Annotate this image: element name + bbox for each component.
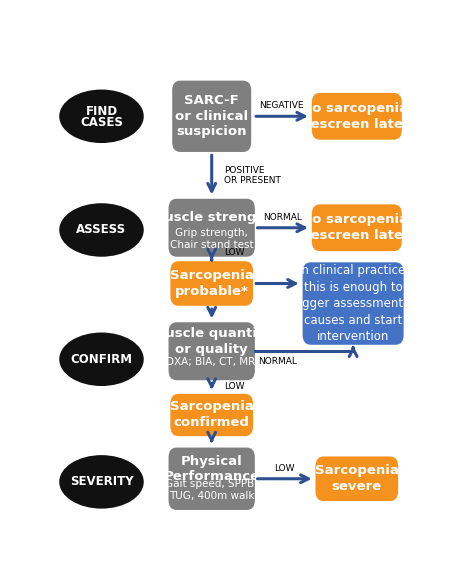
FancyBboxPatch shape bbox=[169, 323, 255, 380]
Text: Physical
Performance: Physical Performance bbox=[164, 455, 260, 483]
Text: ASSESS: ASSESS bbox=[76, 223, 127, 236]
FancyBboxPatch shape bbox=[312, 204, 402, 251]
Text: LOW: LOW bbox=[274, 464, 294, 472]
Text: Sarcopenia
severe: Sarcopenia severe bbox=[315, 464, 399, 493]
Ellipse shape bbox=[59, 455, 144, 508]
Text: LOW: LOW bbox=[224, 382, 244, 391]
Ellipse shape bbox=[59, 203, 144, 256]
FancyBboxPatch shape bbox=[312, 93, 402, 140]
Text: No sarcopenia;
rescreen later: No sarcopenia; rescreen later bbox=[301, 213, 413, 242]
Text: NORMAL: NORMAL bbox=[258, 357, 297, 365]
Text: Grip strength,
Chair stand test: Grip strength, Chair stand test bbox=[170, 228, 254, 250]
Text: Sarcopenia
probable*: Sarcopenia probable* bbox=[170, 269, 254, 298]
Text: SARC-F
or clinical
suspicion: SARC-F or clinical suspicion bbox=[175, 94, 248, 138]
FancyBboxPatch shape bbox=[316, 456, 398, 501]
Ellipse shape bbox=[59, 90, 144, 143]
Text: CASES: CASES bbox=[80, 116, 123, 130]
Text: SEVERITY: SEVERITY bbox=[70, 475, 133, 488]
Text: No sarcopenia;
rescreen later: No sarcopenia; rescreen later bbox=[301, 102, 413, 131]
FancyBboxPatch shape bbox=[170, 261, 253, 306]
FancyBboxPatch shape bbox=[170, 394, 253, 436]
FancyBboxPatch shape bbox=[169, 199, 255, 256]
FancyBboxPatch shape bbox=[172, 80, 251, 152]
FancyBboxPatch shape bbox=[169, 448, 255, 510]
Text: FIND: FIND bbox=[85, 105, 118, 118]
Text: Muscle strength: Muscle strength bbox=[151, 211, 272, 225]
Text: Sarcopenia
confirmed: Sarcopenia confirmed bbox=[170, 401, 254, 430]
Text: NEGATIVE: NEGATIVE bbox=[260, 101, 304, 111]
Text: Gait speed, SPPB,
TUG, 400m walk: Gait speed, SPPB, TUG, 400m walk bbox=[165, 479, 258, 501]
Text: POSITIVE
OR PRESENT: POSITIVE OR PRESENT bbox=[224, 166, 281, 185]
Text: Muscle quantity
or quality: Muscle quantity or quality bbox=[152, 327, 272, 356]
Text: DXA; BIA, CT, MRI: DXA; BIA, CT, MRI bbox=[165, 357, 258, 368]
Ellipse shape bbox=[59, 332, 144, 386]
FancyBboxPatch shape bbox=[302, 262, 404, 345]
Text: In clinical practice,
this is enough to
trigger assessment of
causes and start
i: In clinical practice, this is enough to … bbox=[289, 264, 418, 343]
Text: LOW: LOW bbox=[224, 248, 244, 257]
Text: CONFIRM: CONFIRM bbox=[71, 353, 133, 366]
Text: NORMAL: NORMAL bbox=[263, 213, 302, 222]
